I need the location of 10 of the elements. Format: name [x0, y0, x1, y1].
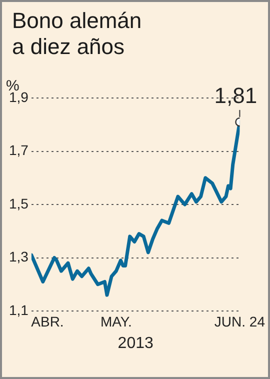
chart-title: Bono alemán a diez años — [12, 8, 143, 60]
y-tick-label: 1,3 — [8, 248, 29, 265]
x-tick-label: ABR. — [31, 313, 64, 330]
y-tick-label: 1,5 — [8, 195, 29, 212]
data-label: 1,81 — [214, 83, 258, 108]
x-axis-title: 2013 — [118, 334, 154, 352]
y-tick-label: 1,7 — [8, 142, 29, 158]
x-tick-label: JUN. 24 — [214, 313, 266, 330]
y-tick-label: 1,1 — [8, 302, 29, 318]
x-tick-label: MAY. — [100, 313, 132, 330]
